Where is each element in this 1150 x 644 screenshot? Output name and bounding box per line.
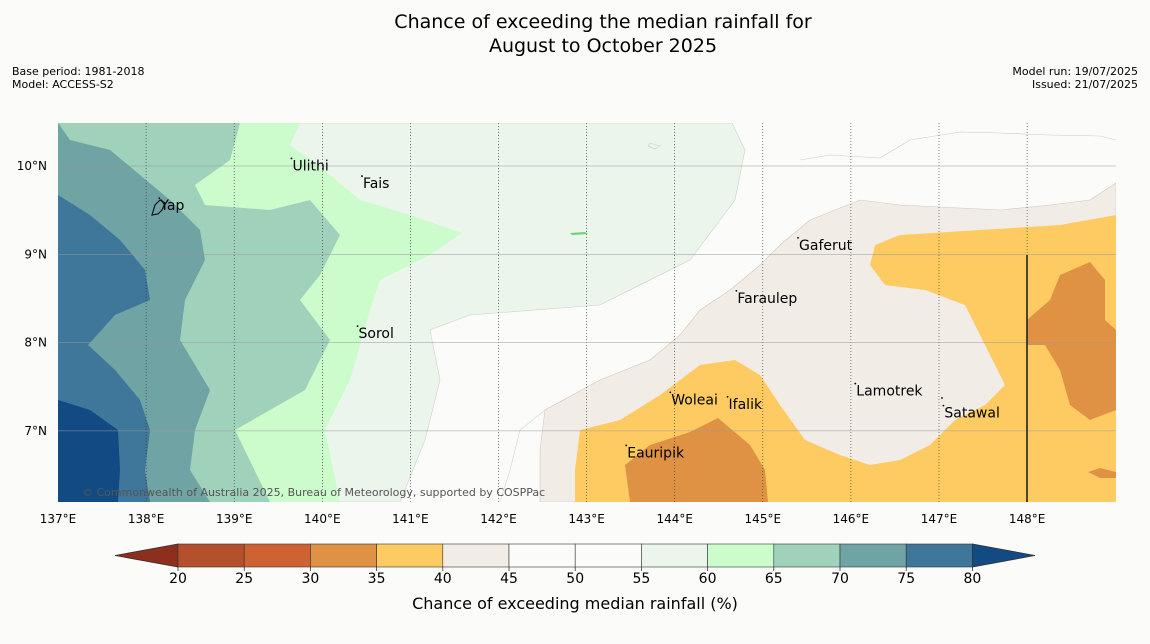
- place-dot: [290, 157, 293, 160]
- x-tick-label: 144°E: [656, 512, 693, 526]
- place-dot: [735, 289, 738, 292]
- contour-sliver: [570, 232, 588, 235]
- yap-island-outline: [151, 199, 166, 216]
- x-tick-label: 147°E: [921, 512, 958, 526]
- place-dot: [854, 382, 857, 385]
- island-dot: [941, 397, 943, 399]
- colorbar-bin: [243, 543, 311, 568]
- place-dot: [625, 444, 628, 447]
- colorbar-bin: [839, 543, 907, 568]
- place-label: Satawal: [944, 406, 999, 422]
- place-label: Woleai: [671, 392, 718, 408]
- map-field: [58, 123, 1116, 502]
- contour-line-2: [499, 409, 546, 502]
- place-dot: [726, 395, 729, 398]
- place-label: Sorol: [359, 326, 394, 342]
- title-line-2: August to October 2025: [488, 35, 718, 57]
- x-tick-label: 138°E: [128, 512, 165, 526]
- y-tick-label: 8°N: [24, 336, 47, 350]
- colorbar-tick-label: 20: [169, 571, 187, 587]
- place-dot: [942, 404, 945, 407]
- y-tick-label: 9°N: [24, 247, 47, 261]
- x-tick-label: 146°E: [833, 512, 870, 526]
- colorbar-tick-label: 55: [632, 571, 650, 587]
- x-tick-label: 143°E: [568, 512, 605, 526]
- place-label: Fais: [363, 176, 390, 192]
- y-axis: 10°N 9°N 8°N 7°N: [17, 159, 47, 438]
- place-dot: [158, 197, 161, 200]
- colorbar-tick-label: 60: [699, 571, 717, 587]
- x-tick-label: 140°E: [304, 512, 341, 526]
- y-tick-label: 10°N: [17, 159, 47, 173]
- field-30-35-patch: [1088, 468, 1116, 478]
- x-tick-label: 141°E: [392, 512, 429, 526]
- colorbar: 20 25 30 35 40 45 50 55 60 65 70 75 80: [114, 543, 1036, 587]
- place-dot: [356, 325, 359, 328]
- graticule: [58, 123, 1116, 502]
- place-dot: [669, 391, 672, 394]
- model-run-text: Model run: 19/07/2025: [1012, 65, 1138, 78]
- place-label: Ulithi: [292, 158, 328, 174]
- issued-text: Issued: 21/07/2025: [1031, 78, 1138, 91]
- colorbar-bin: [376, 543, 444, 568]
- colorbar-tick-label: 40: [434, 571, 452, 587]
- colorbar-bin: [508, 543, 576, 568]
- colorbar-bin: [641, 543, 708, 568]
- colorbar-tick-label: 50: [566, 571, 584, 587]
- colorbar-bin: [905, 543, 973, 568]
- map-title: Chance of exceeding the median rainfall …: [0, 10, 1150, 58]
- place-label: Lamotrek: [856, 384, 923, 400]
- place-dot: [361, 175, 363, 177]
- field-hole: [868, 340, 885, 360]
- model-text: Model: ACCESS-S2: [12, 78, 114, 91]
- x-tick-label: 137°E: [40, 512, 77, 526]
- colorbar-bin: [442, 543, 510, 568]
- x-axis: 137°E 138°E 139°E 140°E 141°E 142°E 143°E 144°E…: [40, 512, 1046, 526]
- colorbar-tick-label: 70: [831, 571, 849, 587]
- place-labels: Ulithi Fais Yap Gaferut Faraulep Sorol Lamotre…: [158, 157, 1000, 461]
- colorbar-extend-high: [972, 543, 1036, 568]
- place-dot: [797, 236, 799, 239]
- colorbar-tick-label: 35: [368, 571, 386, 587]
- field-30-35-east: [1027, 262, 1116, 420]
- colorbar-label: Chance of exceeding median rainfall (%): [412, 594, 738, 613]
- colorbar-bin: [574, 543, 642, 568]
- title-line-1: Chance of exceeding the median rainfall …: [394, 11, 812, 33]
- colorbar-bin: [773, 543, 841, 568]
- x-tick-label: 142°E: [480, 512, 517, 526]
- place-label: Eauripik: [627, 445, 685, 461]
- colorbar-tick-label: 25: [235, 571, 253, 587]
- base-period-text: Base period: 1981-2018: [12, 65, 145, 78]
- place-label: Yap: [159, 198, 184, 214]
- colorbar-tick-label: 45: [500, 571, 518, 587]
- contour-line: [799, 131, 1116, 161]
- x-tick-label: 148°E: [1009, 512, 1046, 526]
- field-above-80: [58, 400, 120, 502]
- field-30-35-south: [625, 418, 768, 502]
- x-tick-label: 145°E: [745, 512, 782, 526]
- place-label: Faraulep: [737, 291, 797, 307]
- colorbar-tick-label: 65: [765, 571, 783, 587]
- x-tick-label: 139°E: [216, 512, 253, 526]
- colorbar-tick-label: 30: [301, 571, 319, 587]
- colorbar-tick-label: 80: [963, 571, 981, 587]
- colorbar-bin: [177, 543, 245, 568]
- colorbar-bin: [707, 543, 775, 568]
- meta-left: Base period: 1981-2018 Model: ACCESS-S2: [12, 65, 144, 91]
- place-label: Ifalik: [729, 397, 763, 413]
- copyright-text: © Commonwealth of Australia 2025, Bureau…: [82, 486, 545, 499]
- colorbar-bin: [310, 543, 377, 568]
- colorbar-extend-low: [114, 543, 179, 568]
- meta-right: Model run: 19/07/2025 Issued: 21/07/2025: [1012, 65, 1138, 91]
- place-label: Gaferut: [799, 238, 853, 254]
- colorbar-tick-label: 75: [897, 571, 915, 587]
- y-tick-label: 7°N: [24, 424, 47, 438]
- contour-patch: [647, 142, 661, 150]
